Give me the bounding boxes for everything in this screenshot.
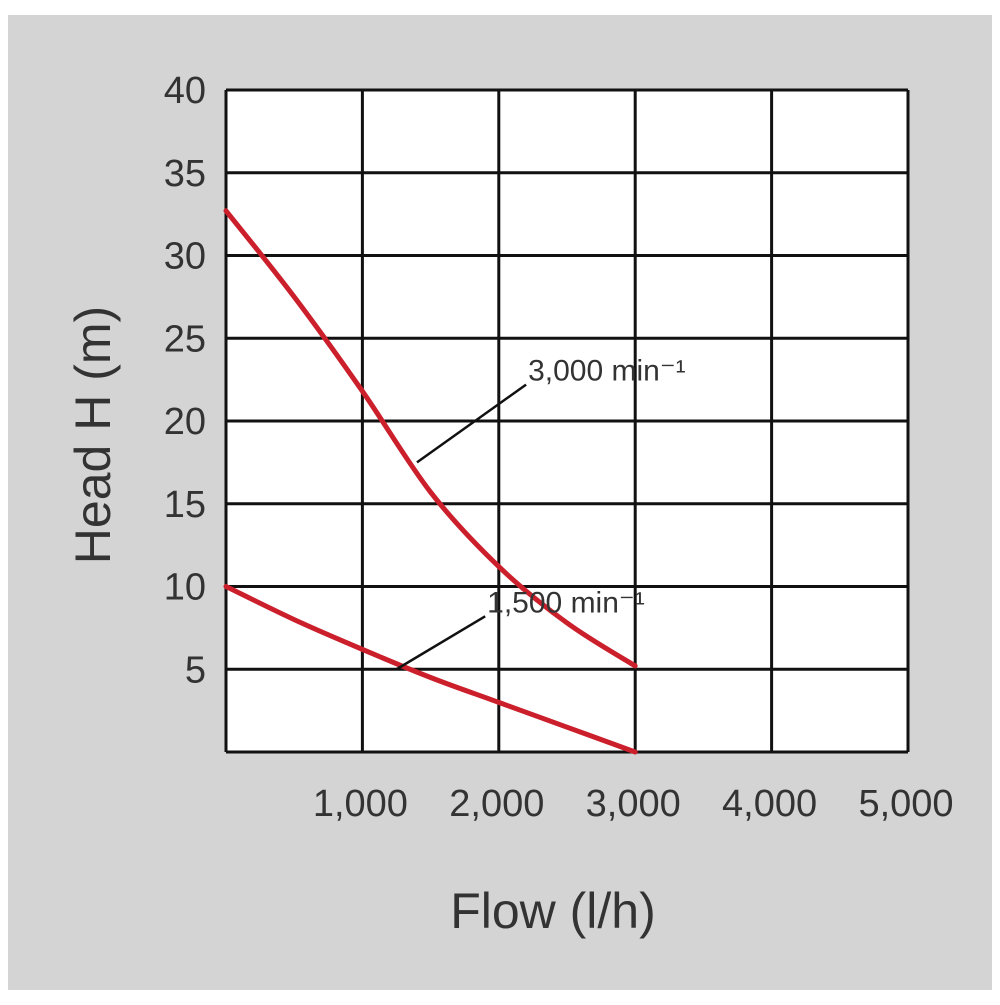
annotation-leader-2	[395, 615, 486, 671]
y-tick-label: 35	[164, 153, 206, 195]
x-tick-label: 5,000	[858, 783, 953, 825]
y-tick-label: 5	[185, 649, 206, 691]
annotation-label-2: 1,500 min⁻¹	[487, 586, 645, 619]
y-tick-label: 40	[164, 70, 206, 112]
y-tick-label: 30	[164, 236, 206, 278]
annotation-label-1: 3,000 min⁻¹	[528, 355, 686, 388]
curves	[223, 208, 638, 755]
annotations: 3,000 min⁻¹ 1,500 min⁻¹	[395, 355, 686, 671]
y-tick-label: 10	[164, 567, 206, 609]
y-axis-title: Head H (m)	[65, 306, 121, 564]
y-tick-label: 25	[164, 318, 206, 360]
annotation-leader-1	[416, 383, 527, 464]
x-tick-label: 2,000	[449, 783, 544, 825]
grid	[224, 88, 910, 754]
y-tick-label: 20	[164, 401, 206, 443]
y-tick-label: 15	[164, 484, 206, 526]
x-axis-title: Flow (l/h)	[450, 883, 656, 939]
x-tick-label: 1,000	[313, 783, 408, 825]
x-tick-label: 4,000	[722, 783, 817, 825]
tick-labels: 1,000 2,000 3,000 4,000 5,000 5 10 15 20 25 30 35 40	[164, 70, 954, 825]
x-tick-label: 3,000	[586, 783, 681, 825]
series-line-1	[223, 208, 638, 669]
series-line-2	[223, 584, 638, 755]
